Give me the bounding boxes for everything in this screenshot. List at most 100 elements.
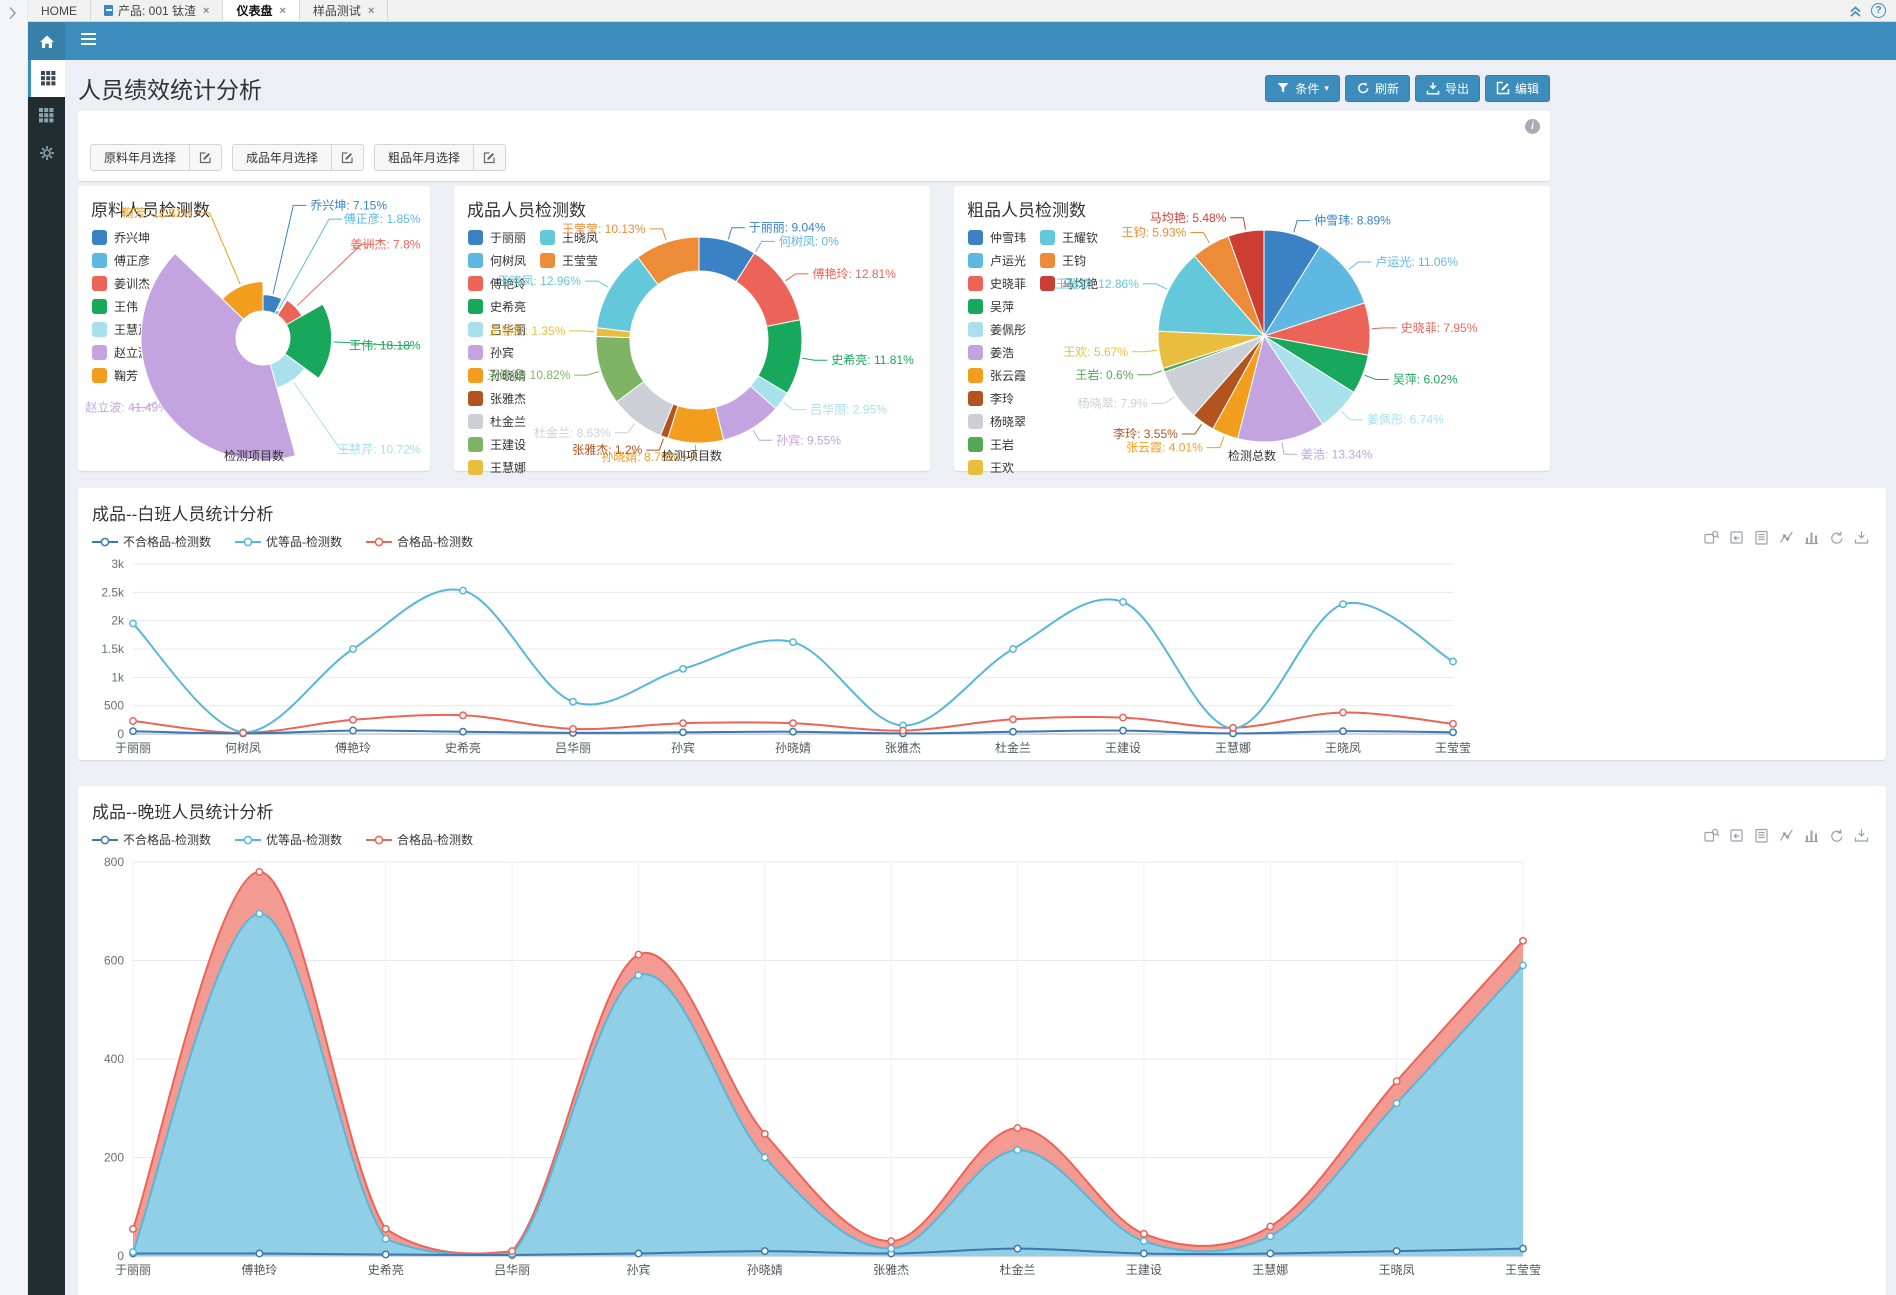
pie-slice-赵立波[interactable] xyxy=(140,252,297,461)
filter-select-button[interactable]: 粗品年月选择 xyxy=(374,144,475,171)
export-button[interactable]: 导出 xyxy=(1414,74,1480,102)
legend-item-乔兴坤[interactable]: 乔兴坤 xyxy=(92,230,150,245)
legend-item-合格品-检测数[interactable]: 合格品-检测数 xyxy=(366,533,473,550)
legend-item-姜浩[interactable]: 姜浩 xyxy=(968,345,1026,360)
home-button[interactable] xyxy=(28,22,65,60)
refresh-button[interactable]: 刷新 xyxy=(1344,74,1410,102)
sidebar-item-grid-0[interactable] xyxy=(28,60,65,97)
save-image-icon[interactable] xyxy=(1854,530,1870,546)
zoom-reset-icon[interactable] xyxy=(1729,530,1745,546)
legend-item-马均艳[interactable]: 马均艳 xyxy=(1040,276,1098,291)
legend-item-姜佩彤[interactable]: 姜佩彤 xyxy=(968,322,1026,337)
legend-item-鞠芳[interactable]: 鞠芳 xyxy=(92,368,150,383)
legend-item-王钧[interactable]: 王钧 xyxy=(1040,253,1098,268)
legend-item-傅艳玲[interactable]: 傅艳玲 xyxy=(468,276,526,291)
info-icon[interactable]: i xyxy=(1525,119,1540,134)
save-image-icon[interactable] xyxy=(1854,828,1870,844)
legend-item-合格品-检测数[interactable]: 合格品-检测数 xyxy=(366,831,473,848)
filter-group-2: 粗品年月选择 xyxy=(374,144,507,171)
sidebar-item-gear-2[interactable] xyxy=(28,134,65,171)
legend-item-何树凤[interactable]: 何树凤 xyxy=(468,253,526,268)
day-shift-chart-canvas[interactable]: 0 500 1k 1.5k 2k 2.5k 3k 于丽丽 何树凤 傅艳玲 史希亮 吕华丽 孙宾 孙晓婧 张雅… xyxy=(78,554,1478,760)
legend-item-孙宾[interactable]: 孙宾 xyxy=(468,345,526,360)
legend-swatch xyxy=(92,299,107,314)
pie-slice-王莹莹[interactable] xyxy=(637,236,700,286)
legend-item-王耀钦[interactable]: 王耀钦 xyxy=(1040,230,1098,245)
filter-select-button[interactable]: 成品年月选择 xyxy=(232,144,333,171)
filter-edit-button[interactable] xyxy=(474,144,507,171)
tab-2[interactable]: 仪表盘 × xyxy=(223,0,300,21)
raw-material-pie-panel: 原料人员检测数 乔兴坤 傅正彦 姜训杰 王伟 王慧芹 赵立波 鞠芳 乔兴坤: 7.15% 傅正… xyxy=(78,186,430,471)
legend-item-王岩[interactable]: 王岩 xyxy=(968,437,1026,452)
legend-item-卢运光[interactable]: 卢运光 xyxy=(968,253,1026,268)
legend-item-孙晓婧[interactable]: 孙晓婧 xyxy=(468,368,526,383)
night-shift-chart-canvas[interactable]: 0 200 400 600 800 于丽丽 傅艳玲 史希亮 吕华丽 孙宾 孙晓婧 张雅杰 杜金兰 王建设 王… xyxy=(78,852,1548,1280)
pie-label-孙宾: 孙宾: 9.55% xyxy=(776,432,841,447)
pie-slice-王耀钦[interactable] xyxy=(1157,255,1266,337)
panel-title: 粗品人员检测数 xyxy=(967,201,1086,220)
legend-item-傅正彦[interactable]: 傅正彦 xyxy=(92,253,150,268)
legend-item-杨晓翠[interactable]: 杨晓翠 xyxy=(968,414,1026,429)
svg-text:2.5k: 2.5k xyxy=(101,585,125,599)
legend-item-优等品-检测数[interactable]: 优等品-检测数 xyxy=(235,533,342,550)
edit-button[interactable]: 编辑 xyxy=(1484,74,1550,102)
legend-item-张云霞[interactable]: 张云霞 xyxy=(968,368,1026,383)
legend-item-王莹莹[interactable]: 王莹莹 xyxy=(540,253,598,268)
tab-1[interactable]: 产品: 001 钛渣 × xyxy=(91,0,224,21)
legend-item-仲雪玮[interactable]: 仲雪玮 xyxy=(968,230,1026,245)
bar-type-icon[interactable] xyxy=(1804,530,1820,546)
legend-item-优等品-检测数[interactable]: 优等品-检测数 xyxy=(235,831,342,848)
legend-item-于丽丽[interactable]: 于丽丽 xyxy=(468,230,526,245)
data-zoom-icon[interactable] xyxy=(1704,530,1720,546)
line-type-icon[interactable] xyxy=(1779,530,1795,546)
tab-close-icon[interactable]: × xyxy=(279,4,286,17)
legend-item-史希亮[interactable]: 史希亮 xyxy=(468,299,526,314)
legend-item-李玲[interactable]: 李玲 xyxy=(968,391,1026,406)
bar-type-icon[interactable] xyxy=(1804,828,1820,844)
legend-item-吴萍[interactable]: 吴萍 xyxy=(968,299,1026,314)
menu-toggle[interactable] xyxy=(81,32,96,50)
chevron-right-icon[interactable] xyxy=(8,6,20,20)
tab-3[interactable]: 样品测试 × xyxy=(299,0,389,21)
legend-item-吕华丽[interactable]: 吕华丽 xyxy=(468,322,526,337)
filter-edit-button[interactable] xyxy=(190,144,223,171)
collapse-rail[interactable] xyxy=(0,0,28,1295)
x-axis-label: 吕华丽 xyxy=(555,741,591,755)
sidebar-item-grid-1[interactable] xyxy=(28,97,65,134)
legend-item-杜金兰[interactable]: 杜金兰 xyxy=(468,414,526,429)
zoom-reset-icon[interactable] xyxy=(1729,828,1745,844)
condition-button[interactable]: 条件 ▾ xyxy=(1265,74,1340,102)
pie-slice-王伟[interactable] xyxy=(284,303,333,379)
legend-item-王欢[interactable]: 王欢 xyxy=(968,460,1026,475)
legend-item-张雅杰[interactable]: 张雅杰 xyxy=(468,391,526,406)
data-view-icon[interactable] xyxy=(1754,530,1770,546)
legend-item-王慧娜[interactable]: 王慧娜 xyxy=(468,460,526,475)
pie-label-马均艳: 马均艳: 5.48% xyxy=(1150,210,1227,225)
tab-close-icon[interactable]: × xyxy=(367,4,375,17)
restore-icon[interactable] xyxy=(1829,530,1845,546)
pie-slice-姜浩[interactable] xyxy=(1237,334,1324,443)
tab-home[interactable]: HOME xyxy=(28,0,91,21)
gear-icon xyxy=(39,145,54,160)
legend-item-姜训杰[interactable]: 姜训杰 xyxy=(92,276,150,291)
pie-slice-马均艳[interactable] xyxy=(1227,229,1265,337)
pie-slice-卢运光[interactable] xyxy=(1262,245,1366,337)
restore-icon[interactable] xyxy=(1829,828,1845,844)
legend-item-不合格品-检测数[interactable]: 不合格品-检测数 xyxy=(92,831,211,848)
filter-select-button[interactable]: 原料年月选择 xyxy=(90,144,191,171)
line-type-icon[interactable] xyxy=(1779,828,1795,844)
collapse-up-icon[interactable] xyxy=(1849,4,1862,17)
help-icon[interactable]: ? xyxy=(1871,3,1886,18)
legend-item-王伟[interactable]: 王伟 xyxy=(92,299,150,314)
legend-item-不合格品-检测数[interactable]: 不合格品-检测数 xyxy=(92,533,211,550)
legend-item-王晓凤[interactable]: 王晓凤 xyxy=(540,230,598,245)
legend-item-王建设[interactable]: 王建设 xyxy=(468,437,526,452)
svg-text:1k: 1k xyxy=(111,670,125,684)
data-view-icon[interactable] xyxy=(1754,828,1770,844)
data-zoom-icon[interactable] xyxy=(1704,828,1720,844)
pie-slice-鞠芳[interactable] xyxy=(221,281,264,320)
filter-edit-button[interactable] xyxy=(332,144,365,171)
tab-close-icon[interactable]: × xyxy=(203,4,210,17)
button-label: 导出 xyxy=(1444,81,1469,96)
legend-item-史晓菲[interactable]: 史晓菲 xyxy=(968,276,1026,291)
